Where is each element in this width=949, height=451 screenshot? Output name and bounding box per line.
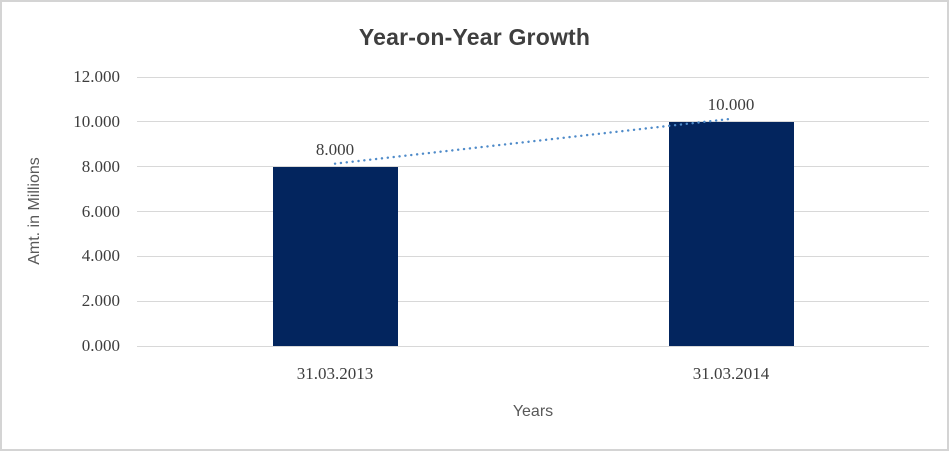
bar-31.03.2014[interactable] — [668, 121, 794, 346]
gridline-2.000 — [137, 300, 929, 302]
y-tick-label: 10.000 — [73, 111, 120, 131]
y-tick-label: 0.000 — [81, 336, 120, 355]
y-tick-label: 6.000 — [81, 201, 120, 221]
y-tick-label: 2.000 — [81, 291, 120, 311]
y-tick-label: 4.000 — [81, 246, 120, 266]
plot-area: 8.000 10.000 — [137, 76, 929, 347]
gridline-4.000 — [137, 255, 929, 257]
y-tick-label: 12.000 — [73, 67, 120, 86]
x-category-label: 31.03.2013 — [296, 364, 374, 383]
bar-31.03.2013[interactable] — [272, 166, 398, 346]
bar-data-label: 8.000 — [315, 139, 355, 159]
chart-title: Year-on-Year Growth — [358, 24, 591, 50]
x-axis-title: Years — [512, 403, 554, 420]
y-tick-label: 8.000 — [81, 156, 120, 176]
gridline-10.000 — [137, 121, 929, 123]
gridline-8.000 — [137, 166, 929, 168]
gridline-0.000 — [137, 345, 929, 347]
bar-data-label: 10.000 — [707, 94, 755, 114]
x-category-label: 31.03.2014 — [692, 364, 770, 383]
gridline-12.000 — [137, 76, 929, 78]
gridline-6.000 — [137, 211, 929, 212]
